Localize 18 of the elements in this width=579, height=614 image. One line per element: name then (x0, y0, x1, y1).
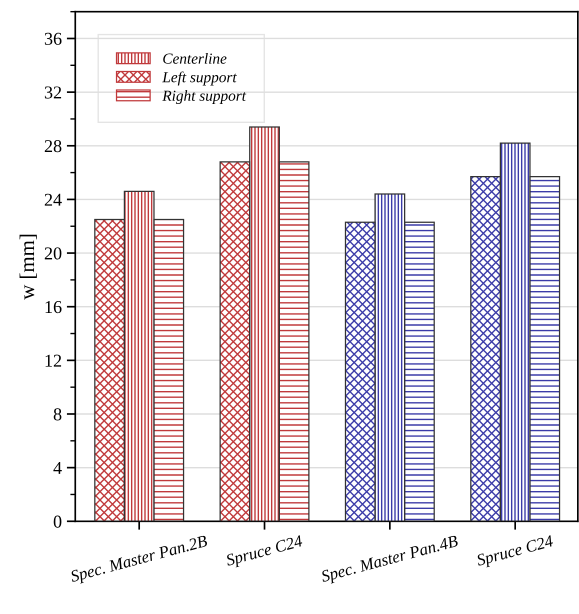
x-tick-label: Spec. Master Pan.2B (70, 535, 209, 586)
y-tick-label: 36 (44, 32, 62, 45)
y-tick-label: 12 (46, 354, 62, 367)
y-tick-label: 16 (46, 301, 62, 314)
y-tick-label: 32 (44, 86, 62, 99)
y-tick-label: 24 (44, 194, 62, 206)
y-tick-label: 20 (44, 247, 62, 260)
x-tick-label: Spec. Master Pan.4B (320, 535, 460, 586)
y-axis-title: w [mm] (20, 234, 37, 300)
legend-label: Right support (162, 90, 246, 104)
y-tick-label: 8 (54, 408, 62, 420)
y-tick-label: 4 (53, 462, 62, 474)
legend-label: Centerline (163, 53, 226, 64)
legend-label: Left support (162, 71, 237, 86)
x-tick-label: Spruce C24 (225, 535, 304, 570)
y-tick-label: 28 (44, 140, 62, 152)
y-tick-label: 0 (54, 516, 62, 528)
x-tick-label: Spruce C24 (476, 535, 555, 570)
